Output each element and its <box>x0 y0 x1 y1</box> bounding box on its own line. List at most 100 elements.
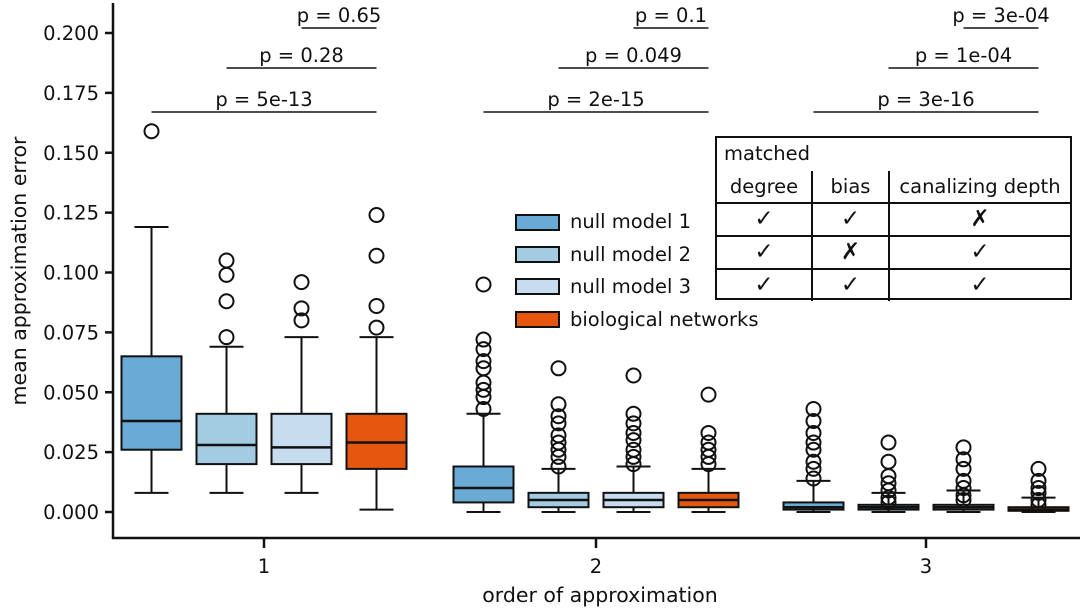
outlier-point <box>550 458 567 475</box>
boxplot-biological-networks-order-1 <box>345 207 408 511</box>
outlier-point <box>880 453 897 470</box>
boxplot-biological-networks-order-3 <box>1007 460 1070 513</box>
boxplot-null-model-3-order-2 <box>602 367 665 513</box>
boxplot-null-model-2-order-2 <box>527 360 590 513</box>
p-value-label: p = 3e-16 <box>877 88 974 111</box>
outlier-point <box>805 453 822 470</box>
outlier-point <box>805 424 822 441</box>
outlier-point <box>293 300 310 317</box>
outlier-point <box>955 451 972 468</box>
check-mark: ✓ <box>754 206 774 232</box>
p-value-bracket-order-2-level-0: p = 2e-15 <box>483 88 709 113</box>
outlier-point <box>700 424 717 441</box>
x-axis-label: order of approximation <box>482 583 718 607</box>
y-axis-label: mean approximation error <box>7 136 31 405</box>
matched-table: matched degree bias canalizing depth ✓ ✓… <box>715 136 1072 301</box>
matched-table-cell: ✓ <box>717 235 811 268</box>
boxplot-null-model-1-order-2 <box>452 276 515 513</box>
outlier-point <box>625 405 642 422</box>
p-value-label: p = 5e-13 <box>215 88 312 111</box>
matched-table-cell: ✓ <box>811 202 888 235</box>
outlier-point <box>368 207 385 224</box>
outlier-point <box>625 456 642 473</box>
check-mark: ✓ <box>754 239 774 265</box>
p-value-label: p = 0.65 <box>297 4 382 27</box>
outlier-point <box>700 448 717 465</box>
cross-mark: ✗ <box>840 239 861 265</box>
p-value-bracket-order-1-level-2: p = 0.65 <box>297 4 382 29</box>
legend-item: null model 1 <box>515 206 759 238</box>
outlier-point <box>625 367 642 384</box>
matched-table-cell: ✓ <box>811 268 888 301</box>
p-value-label: p = 0.1 <box>635 4 707 27</box>
boxplot-null-model-2-order-1 <box>195 252 258 494</box>
boxplot-biological-networks-order-2 <box>677 386 740 513</box>
legend-item-label: biological networks <box>570 307 759 331</box>
y-tick-label: 0.100 <box>43 262 99 285</box>
legend-item-label: null model 1 <box>570 210 692 234</box>
legend-item: null model 2 <box>515 238 759 270</box>
y-tick-label: 0.175 <box>43 82 99 105</box>
outlier-point <box>625 432 642 449</box>
check-mark: ✓ <box>840 206 861 232</box>
p-value-bracket-order-3-level-2: p = 3e-04 <box>952 4 1050 29</box>
outlier-point <box>880 494 897 511</box>
legend: null model 1 null model 2 null model 3 b… <box>515 206 759 336</box>
p-value-label: p = 0.28 <box>259 44 344 67</box>
outlier-point <box>625 415 642 432</box>
outlier-point <box>805 401 822 418</box>
outlier-point <box>955 439 972 456</box>
outlier-point <box>475 353 492 370</box>
outlier-point <box>218 266 235 283</box>
x-tick-label: 1 <box>258 555 270 578</box>
outlier-point <box>1030 496 1047 513</box>
outlier-point <box>955 492 972 509</box>
outlier-point <box>475 276 492 293</box>
outlier-point <box>550 441 567 458</box>
y-tick-label: 0.000 <box>43 501 99 524</box>
outlier-point <box>475 341 492 358</box>
x-tick-label: 2 <box>590 555 602 578</box>
matched-table-title: matched <box>724 142 811 165</box>
check-mark: ✓ <box>840 272 861 298</box>
box-iqr <box>195 412 258 466</box>
legend-swatch <box>515 246 560 264</box>
outlier-point <box>368 298 385 315</box>
outlier-point <box>550 448 567 465</box>
matched-table-column-header: degree <box>729 175 799 198</box>
boxplot-null-model-1-order-3 <box>782 401 845 513</box>
p-value-label: p = 2e-15 <box>547 88 644 111</box>
legend-item: null model 3 <box>515 271 759 303</box>
outlier-point <box>550 396 567 413</box>
check-mark: ✓ <box>970 272 990 298</box>
outlier-point <box>218 252 235 269</box>
outlier-point <box>293 312 310 329</box>
matched-table-cell: ✗ <box>888 202 1070 235</box>
outlier-point <box>805 434 822 451</box>
outlier-point <box>550 415 567 432</box>
outlier-point <box>293 274 310 291</box>
outlier-point <box>880 482 897 499</box>
legend-item: biological networks <box>515 303 759 335</box>
y-tick-label: 0.025 <box>43 441 99 464</box>
outlier-point <box>550 360 567 377</box>
outlier-point <box>1030 492 1047 509</box>
outlier-point <box>1030 460 1047 477</box>
legend-item-label: null model 2 <box>570 242 692 266</box>
outlier-point <box>218 293 235 310</box>
outlier-point <box>700 386 717 403</box>
outlier-point <box>368 319 385 336</box>
outlier-point <box>475 381 492 398</box>
x-tick-label: 3 <box>920 555 932 578</box>
outlier-point <box>1030 484 1047 501</box>
outlier-point <box>475 389 492 406</box>
matched-table-cell: ✓ <box>888 235 1070 268</box>
legend-item-label: null model 3 <box>570 275 692 299</box>
outlier-point <box>805 470 822 487</box>
box-iqr <box>270 412 333 466</box>
outlier-point <box>368 247 385 264</box>
y-tick-label: 0.200 <box>43 22 99 45</box>
p-value-bracket-order-3-level-0: p = 3e-16 <box>813 88 1039 113</box>
